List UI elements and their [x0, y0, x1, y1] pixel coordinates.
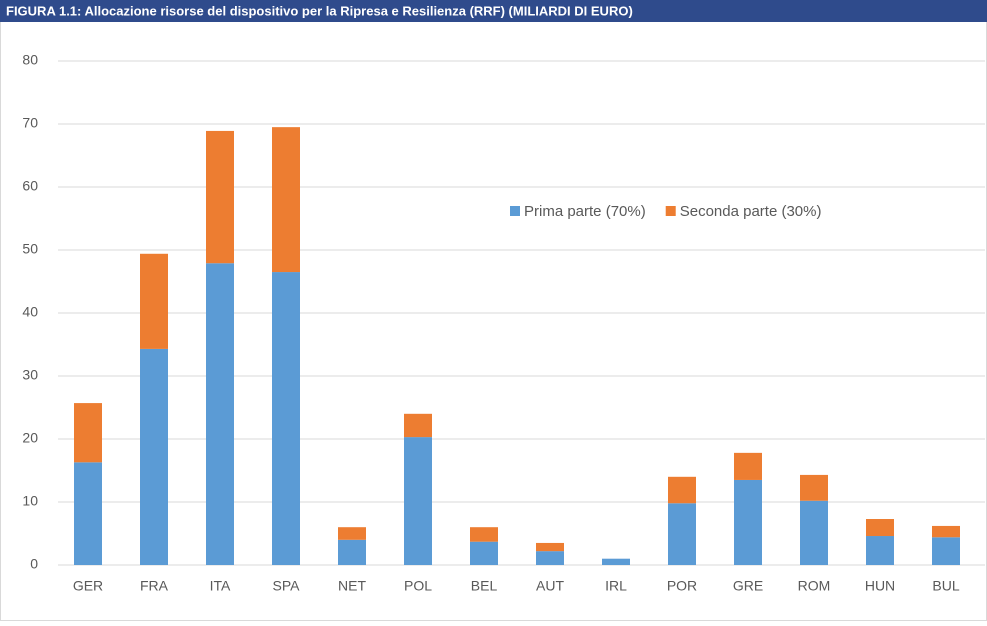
- bar-segment: [404, 437, 432, 565]
- x-tick-label: AUT: [536, 578, 564, 594]
- x-tick-label: FRA: [140, 578, 169, 594]
- bar-segment: [206, 130, 234, 264]
- bar-segment: [602, 558, 630, 565]
- bar-segment: [866, 536, 894, 565]
- bar-segment: [800, 500, 828, 565]
- bar-segment: [734, 452, 762, 480]
- bar-segment: [866, 519, 894, 537]
- legend-swatch: [510, 206, 520, 216]
- y-tick-label: 70: [22, 115, 38, 131]
- x-tick-label: BUL: [932, 578, 959, 594]
- x-tick-label: SPA: [273, 578, 301, 594]
- y-tick-label: 50: [22, 241, 38, 257]
- x-tick-label: NET: [338, 578, 366, 594]
- legend-label: Seconda parte (30%): [680, 203, 822, 220]
- bar-segment: [338, 539, 366, 565]
- bar-segment: [932, 525, 960, 538]
- bar-segment: [734, 479, 762, 565]
- x-tick-label: IRL: [605, 578, 627, 594]
- bar-segment: [536, 542, 564, 552]
- x-tick-label: BEL: [471, 578, 498, 594]
- x-tick-label: POL: [404, 578, 432, 594]
- y-tick-label: 40: [22, 304, 38, 320]
- y-tick-label: 0: [30, 556, 38, 572]
- x-tick-label: GRE: [733, 578, 763, 594]
- x-tick-label: ITA: [210, 578, 231, 594]
- bar-segment: [800, 474, 828, 501]
- bar-segment: [140, 348, 168, 565]
- y-tick-label: 60: [22, 178, 38, 194]
- title-bar: [0, 0, 987, 22]
- bar-segment: [470, 541, 498, 565]
- bar-segment: [404, 413, 432, 438]
- x-tick-label: ROM: [798, 578, 831, 594]
- x-tick-label: HUN: [865, 578, 895, 594]
- bar-segment: [272, 272, 300, 565]
- bar-segment: [272, 127, 300, 273]
- bar-segment: [470, 527, 498, 542]
- bar-segment: [74, 462, 102, 565]
- bar-segment: [668, 503, 696, 565]
- legend-swatch: [665, 206, 676, 216]
- chart-title: FIGURA 1.1: Allocazione risorse del disp…: [6, 3, 633, 18]
- bar-segment: [536, 551, 564, 565]
- y-tick-label: 30: [22, 367, 38, 383]
- bar-segment: [932, 537, 960, 565]
- bar-segment: [206, 263, 234, 565]
- bar-segment: [338, 527, 366, 540]
- bar-segment: [668, 476, 696, 504]
- bar-segment: [140, 253, 168, 349]
- x-tick-label: POR: [667, 578, 697, 594]
- y-tick-label: 80: [22, 52, 38, 68]
- x-tick-label: GER: [73, 578, 103, 594]
- y-tick-label: 20: [22, 430, 38, 446]
- legend-label: Prima parte (70%): [524, 203, 646, 220]
- y-tick-label: 10: [22, 493, 38, 509]
- bar-segment: [74, 403, 102, 463]
